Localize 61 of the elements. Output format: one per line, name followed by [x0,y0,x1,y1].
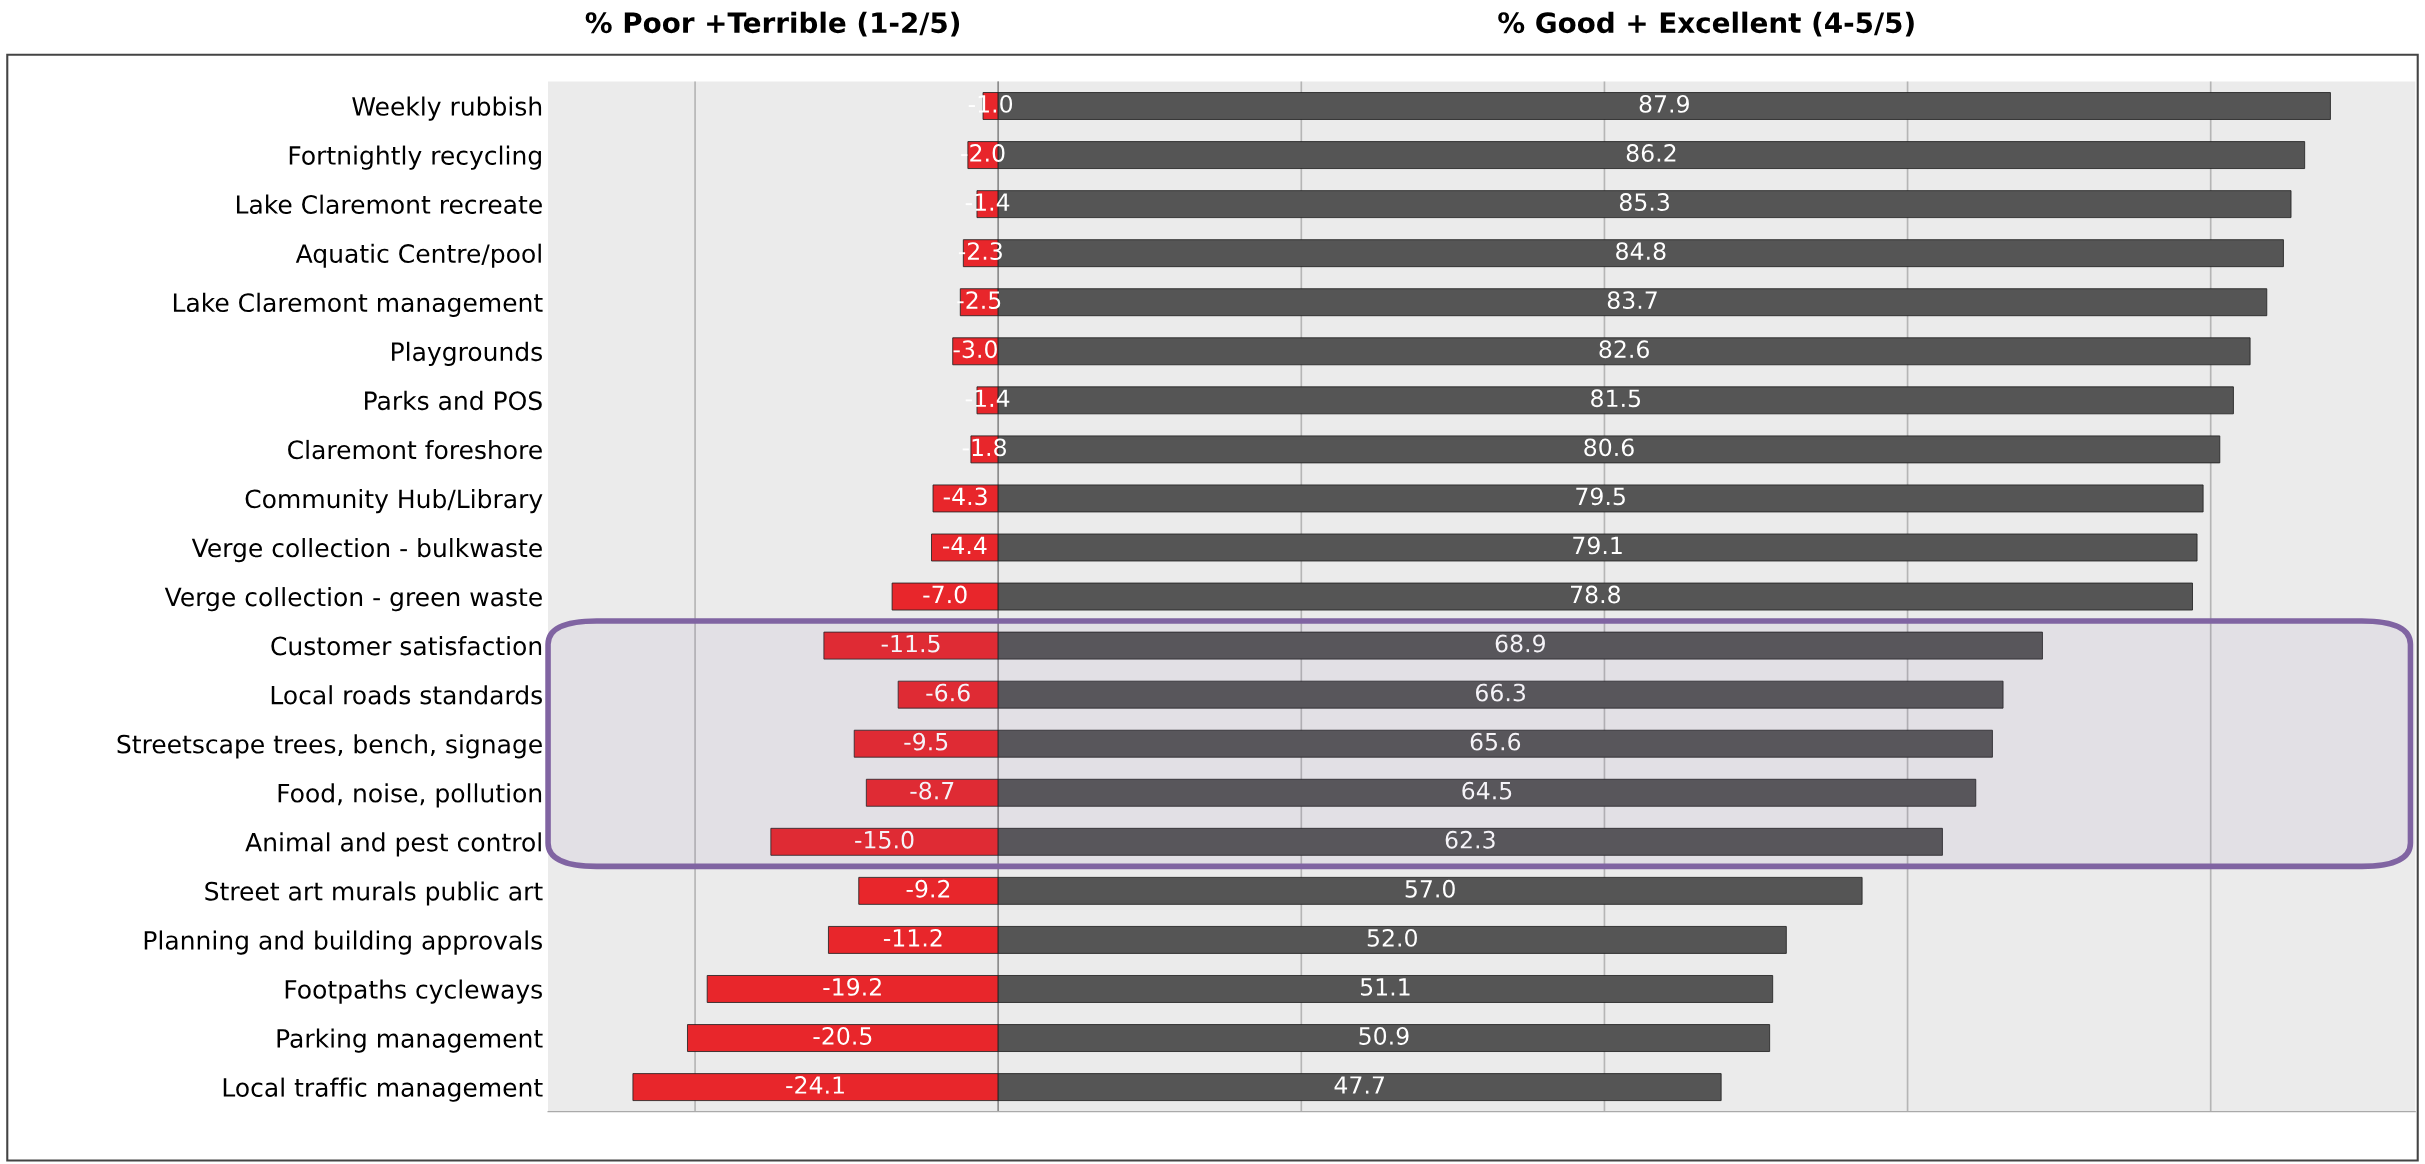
y-tick-label: Parking management [277,1028,543,1053]
data-label: -6.6 [926,683,970,702]
y-tick-label: Street art murals public art [205,881,543,906]
data-label: -4.3 [943,487,987,506]
y-tick-label: Fortnightly recycling [289,145,541,170]
data-label: -19.2 [823,977,881,996]
y-tick-label: Lake Claremont recreate [236,194,542,214]
y-tick-label: Community Hub/Library [245,488,543,514]
y-tick-label: Planning and building approvals [144,930,542,955]
data-label: -1.0 [968,95,1013,113]
data-label: -20.5 [813,1027,872,1045]
data-label: 79.1 [1573,536,1622,555]
data-label: 80.6 [1584,438,1634,457]
data-label: -1.4 [965,193,1010,211]
y-tick-label: Claremont foreshore [288,439,542,460]
y-tick-label: Weekly rubbish [352,96,542,121]
data-label: 50.9 [1359,1027,1409,1045]
data-label: 83.7 [1607,291,1657,310]
data-label: 62.3 [1445,830,1495,849]
data-label: -24.1 [786,1076,844,1094]
data-label: -11.2 [883,928,942,947]
data-label: 87.9 [1639,95,1689,113]
data-label: 85.3 [1619,193,1669,211]
data-label: 52.0 [1367,928,1417,947]
data-label: -3.0 [953,340,997,359]
data-label: -9.2 [906,879,950,898]
y-tick-label: Playgrounds [392,341,542,366]
data-label: 51.1 [1360,978,1410,996]
y-tick-label: Verge collection - bulkwaste [191,538,542,563]
y-tick-label: Local traffic management [223,1077,543,1102]
data-label: -8.7 [910,781,954,800]
data-label: 64.5 [1462,781,1512,800]
data-label: 82.6 [1599,340,1649,359]
y-tick-label: Local roads standards [271,685,542,705]
data-label: -4.4 [942,536,987,555]
text: % Good + Excellent (4-5/5) [1498,11,1914,37]
y-tick-label: Parks and POS [365,390,542,411]
data-label: 86.2 [1626,144,1676,162]
data-label: -7.0 [923,585,967,604]
y-tick-label: Footpaths cycleways [285,979,542,1004]
data-label: -9.5 [904,732,948,751]
data-label: -1.4 [965,389,1010,407]
data-label: 79.5 [1576,487,1625,506]
text: % Poor +Terrible (1-2/5) [585,11,960,37]
data-label: 78.8 [1571,585,1621,604]
y-tick-label: Streetscape trees, bench, signage [117,734,542,759]
y-tick-label: Lake Claremont management [173,292,543,317]
data-label: 81.5 [1591,389,1641,408]
data-label: -15.0 [855,830,914,849]
data-label: 84.8 [1616,242,1666,261]
y-tick-label: Customer satisfaction [271,636,542,656]
y-tick-label: Aquatic Centre/pool [295,243,541,268]
y-tick-label: Verge collection - green waste [164,587,542,612]
y-tick-label: Animal and pest control [245,832,541,857]
data-label: 57.0 [1405,879,1455,898]
data-label: 47.7 [1334,1076,1384,1094]
data-label: 68.9 [1495,634,1545,653]
data-label: 65.6 [1470,732,1521,751]
data-label: 66.3 [1475,683,1526,702]
y-tick-label: Food, noise, pollution [278,783,542,808]
data-label: -11.5 [881,634,940,653]
